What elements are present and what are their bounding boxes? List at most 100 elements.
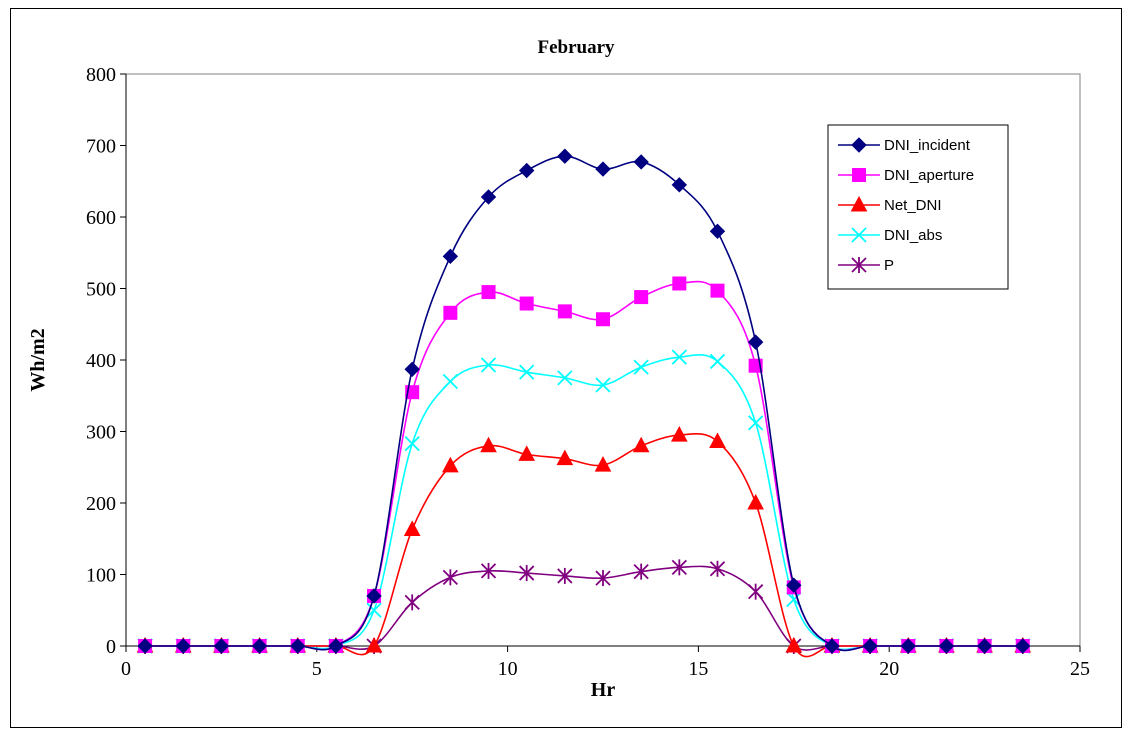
data-point xyxy=(290,638,306,654)
data-point xyxy=(709,353,726,370)
data-point xyxy=(519,296,534,311)
data-point xyxy=(404,436,420,452)
series-line xyxy=(145,432,1023,658)
legend-item: DNI_incident xyxy=(838,137,971,154)
data-point xyxy=(366,588,382,604)
data-point xyxy=(557,148,573,164)
data-point xyxy=(365,636,383,653)
data-point xyxy=(366,602,382,618)
data-point xyxy=(557,567,573,584)
data-point xyxy=(557,304,572,319)
marker-stroke xyxy=(851,227,867,243)
legend-label: DNI_abs xyxy=(884,227,942,244)
marker-stroke xyxy=(366,602,382,618)
x-tick-label: 5 xyxy=(312,658,322,680)
data-point xyxy=(443,305,458,320)
data-point xyxy=(480,357,497,373)
data-point xyxy=(594,456,612,472)
data-point xyxy=(710,283,725,298)
data-point xyxy=(671,177,688,193)
legend-item: DNI_aperture xyxy=(838,167,974,184)
data-point xyxy=(709,223,726,240)
series-line xyxy=(145,280,1023,652)
marker-stroke xyxy=(633,359,649,375)
data-point xyxy=(480,562,497,579)
data-point xyxy=(595,570,611,587)
data-point xyxy=(595,161,611,177)
series-layer xyxy=(136,148,1032,658)
data-point xyxy=(442,248,459,265)
data-point xyxy=(748,415,764,431)
data-point xyxy=(596,312,610,327)
y-tick-label: 600 xyxy=(86,207,116,229)
series-dni-incident xyxy=(137,148,1031,654)
x-tick-label: 0 xyxy=(121,658,131,680)
data-point xyxy=(442,569,458,586)
data-point xyxy=(595,377,611,393)
y-axis-title: Wh/m2 xyxy=(27,328,49,391)
x-tick-label: 25 xyxy=(1070,658,1090,680)
x-tick-label: 20 xyxy=(879,658,899,680)
marker-stroke xyxy=(480,357,497,373)
data-point xyxy=(1015,638,1031,654)
x-axis: 0 5 10 15 20 25 xyxy=(121,646,1090,680)
x-axis-title: Hr xyxy=(591,679,616,701)
marker-stroke xyxy=(404,436,420,452)
data-point xyxy=(213,638,230,654)
y-tick-label: 100 xyxy=(86,565,116,587)
series-net-dni xyxy=(136,426,1032,658)
marker-stroke xyxy=(748,415,764,431)
legend-marker xyxy=(851,257,867,273)
legend-marker xyxy=(850,195,868,212)
data-point xyxy=(709,432,726,449)
series-line xyxy=(145,155,1023,652)
marker-stroke xyxy=(671,349,687,365)
legend-label: Net_DNI xyxy=(884,197,942,214)
data-point xyxy=(632,436,650,453)
data-point xyxy=(900,638,916,654)
data-point xyxy=(328,638,344,654)
data-point xyxy=(480,436,497,453)
data-point xyxy=(481,285,496,300)
x-tick-label: 10 xyxy=(498,658,518,680)
y-tick-label: 300 xyxy=(86,422,116,444)
data-point xyxy=(137,638,153,654)
data-point xyxy=(633,359,649,375)
legend: DNI_incident DNI_aperture Net_DNI DNI_abs P xyxy=(827,124,1009,290)
data-point xyxy=(709,560,726,577)
legend-label: DNI_aperture xyxy=(884,167,974,184)
data-point xyxy=(404,361,420,378)
series-p xyxy=(137,559,1031,654)
data-point xyxy=(748,583,764,600)
data-point xyxy=(519,364,535,380)
chart-title: February xyxy=(537,37,615,58)
y-tick-label: 700 xyxy=(86,136,116,158)
data-point xyxy=(442,373,458,390)
data-point xyxy=(519,565,535,582)
data-point xyxy=(518,162,535,179)
data-point xyxy=(175,638,191,654)
data-point xyxy=(403,520,421,536)
data-point xyxy=(404,594,420,611)
series-line xyxy=(145,565,1023,651)
legend-marker xyxy=(851,227,867,243)
data-point xyxy=(557,370,573,386)
marker-stroke xyxy=(709,353,726,370)
legend-marker xyxy=(851,137,867,153)
data-point xyxy=(442,456,459,473)
y-tick-label: 800 xyxy=(86,64,116,86)
data-point xyxy=(670,426,688,442)
marker-stroke xyxy=(786,591,802,608)
data-point xyxy=(633,563,649,580)
data-point xyxy=(976,638,993,654)
data-point xyxy=(938,638,955,654)
data-point xyxy=(633,154,649,170)
series-line xyxy=(145,354,1023,651)
data-point xyxy=(862,638,878,654)
data-point xyxy=(824,638,840,654)
data-point xyxy=(671,559,687,576)
marker-stroke xyxy=(442,373,458,390)
legend-label: P xyxy=(884,257,894,274)
marker-stroke xyxy=(595,377,611,393)
data-point xyxy=(480,189,497,205)
